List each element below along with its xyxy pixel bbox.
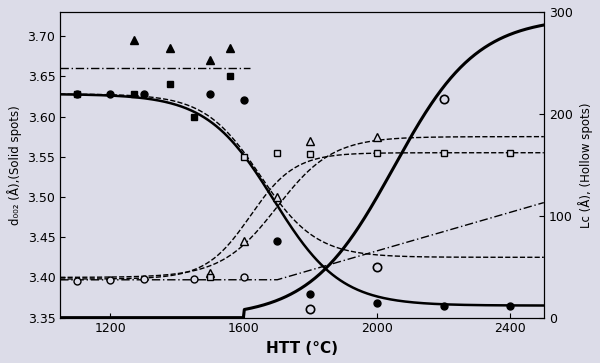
Y-axis label: d₀₀₂ (Å),(Solid spots): d₀₀₂ (Å),(Solid spots) [7,105,22,225]
X-axis label: HTT (°C): HTT (°C) [266,341,338,356]
Y-axis label: Lc (Å), (Hollow spots): Lc (Å), (Hollow spots) [578,102,593,228]
